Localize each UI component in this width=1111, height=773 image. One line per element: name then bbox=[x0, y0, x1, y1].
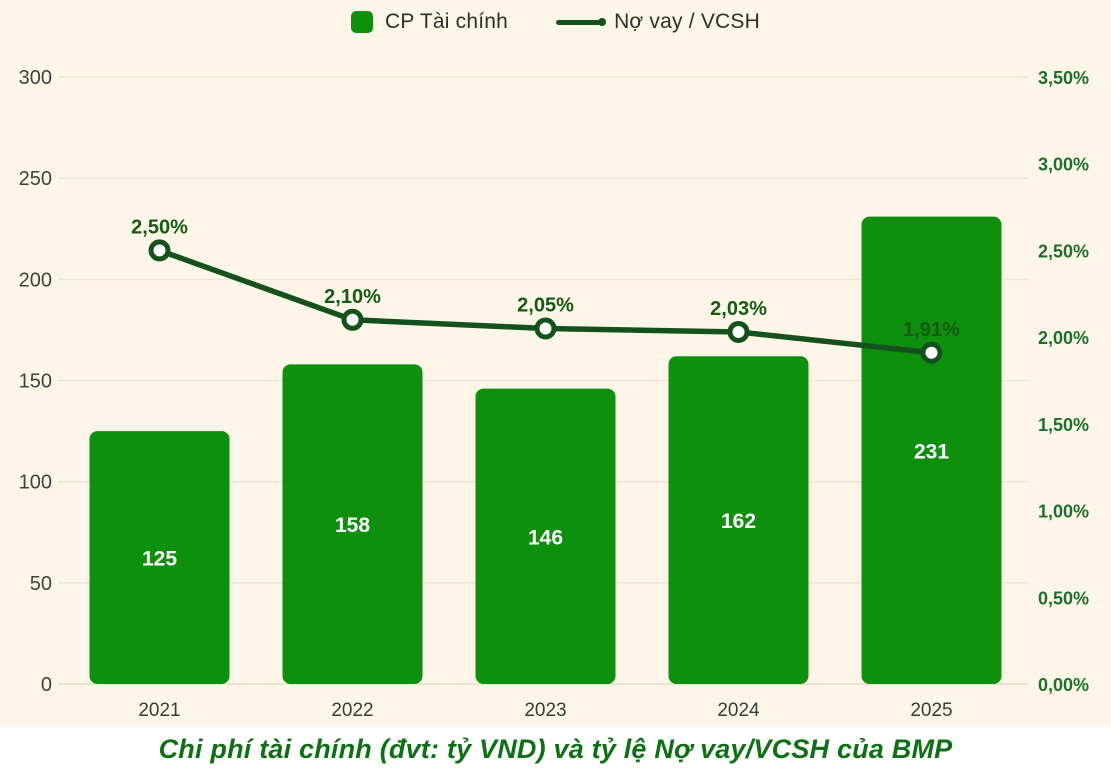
left-axis-tick-label: 50 bbox=[30, 573, 52, 595]
bar-value-label: 231 bbox=[914, 440, 949, 463]
legend-item-bar-series: CP Tài chính bbox=[351, 10, 508, 34]
right-axis-tick-label: 2,50% bbox=[1038, 241, 1089, 261]
chart-legend: CP Tài chính Nợ vay / VCSH bbox=[0, 0, 1111, 40]
line-point-label: 2,10% bbox=[324, 286, 381, 308]
legend-label-line-series: Nợ vay / VCSH bbox=[614, 10, 760, 33]
left-axis-tick-label: 200 bbox=[19, 269, 52, 291]
x-axis-label-2022: 2022 bbox=[331, 700, 373, 721]
line-marker-2024 bbox=[727, 320, 750, 343]
x-axis-label-2023: 2023 bbox=[524, 700, 566, 721]
line-series-swatch-icon bbox=[556, 18, 607, 26]
chart-background: CP Tài chính Nợ vay / VCSH 0 50 100 150 200 2… bbox=[0, 0, 1111, 726]
line-marker-2021 bbox=[148, 239, 171, 262]
bar-2021 bbox=[89, 431, 230, 684]
right-axis-tick-label: 1,50% bbox=[1038, 415, 1089, 435]
legend-label-bar-series: CP Tài chính bbox=[385, 10, 509, 33]
left-axis-tick-label: 150 bbox=[19, 371, 52, 393]
line-point-label: 2,50% bbox=[131, 216, 188, 238]
right-axis-tick-label: 3,50% bbox=[1038, 68, 1089, 88]
line-point-label: 2,03% bbox=[710, 298, 767, 320]
left-axis-tick-label: 0 bbox=[41, 674, 52, 696]
line-marker-2025 bbox=[920, 341, 943, 364]
bar-2023 bbox=[475, 388, 616, 684]
bar-value-label: 146 bbox=[528, 526, 563, 549]
bar-2022 bbox=[282, 364, 423, 684]
bar-2024 bbox=[668, 356, 809, 684]
line-point-label: 1,91% bbox=[903, 319, 960, 341]
x-axis-label-2021: 2021 bbox=[138, 700, 180, 721]
bar-series-swatch-icon bbox=[351, 11, 374, 33]
left-axis-tick-label: 250 bbox=[19, 168, 52, 190]
right-axis-tick-label: 0,00% bbox=[1038, 675, 1089, 695]
legend-item-line-series: Nợ vay / VCSH bbox=[556, 10, 760, 34]
bar-value-label: 158 bbox=[335, 514, 370, 537]
right-axis-tick-label: 2,00% bbox=[1038, 328, 1089, 348]
combo-chart: 0 50 100 150 200 250 300 0,00% 0,50% 1,00% 1,50% 2,… bbox=[19, 67, 1089, 721]
bar-value-label: 162 bbox=[721, 510, 756, 533]
bar-2025 bbox=[861, 216, 1002, 685]
x-axis-label-2025: 2025 bbox=[910, 700, 952, 721]
right-axis-tick-label: 1,00% bbox=[1038, 502, 1089, 522]
right-axis-tick-label: 3,00% bbox=[1038, 155, 1089, 175]
line-series-marker-icon bbox=[598, 18, 607, 26]
left-axis-tick-label: 300 bbox=[19, 67, 52, 89]
chart-title: Chi phí tài chính (đvt: tỷ VND) và tỷ lệ… bbox=[0, 726, 1111, 773]
line-point-label: 2,05% bbox=[517, 294, 574, 316]
line-marker-2023 bbox=[534, 317, 557, 340]
bar-value-label: 125 bbox=[142, 548, 177, 571]
line-marker-2022 bbox=[341, 308, 364, 331]
left-axis-tick-label: 100 bbox=[19, 472, 52, 494]
right-axis-tick-label: 0,50% bbox=[1038, 588, 1089, 608]
x-axis-label-2024: 2024 bbox=[717, 700, 760, 721]
